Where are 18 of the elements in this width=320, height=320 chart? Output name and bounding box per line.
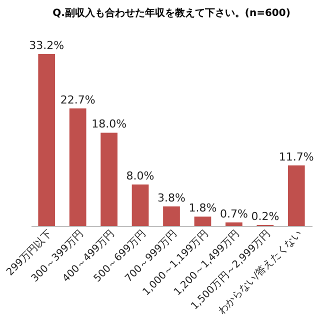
- bar: [38, 54, 56, 226]
- data-label: 11.7%: [278, 150, 314, 164]
- data-label: 8.0%: [126, 170, 154, 183]
- data-label: 0.7%: [220, 207, 248, 220]
- bar: [194, 216, 212, 226]
- data-label: 3.8%: [158, 191, 186, 204]
- data-label: 0.2%: [251, 210, 280, 223]
- data-label: 1.8%: [188, 202, 217, 215]
- chart-title: Q.副収入も合わせた年収を教えて下さい。(n=600): [52, 7, 290, 19]
- bar: [288, 165, 305, 226]
- data-label: 18.0%: [92, 118, 127, 131]
- bar: [132, 184, 149, 226]
- data-label: 22.7%: [60, 93, 96, 106]
- bar: [163, 206, 180, 226]
- data-label: 33.2%: [29, 39, 64, 52]
- bar: [69, 108, 86, 226]
- bar: [100, 132, 118, 226]
- bar: [226, 222, 242, 226]
